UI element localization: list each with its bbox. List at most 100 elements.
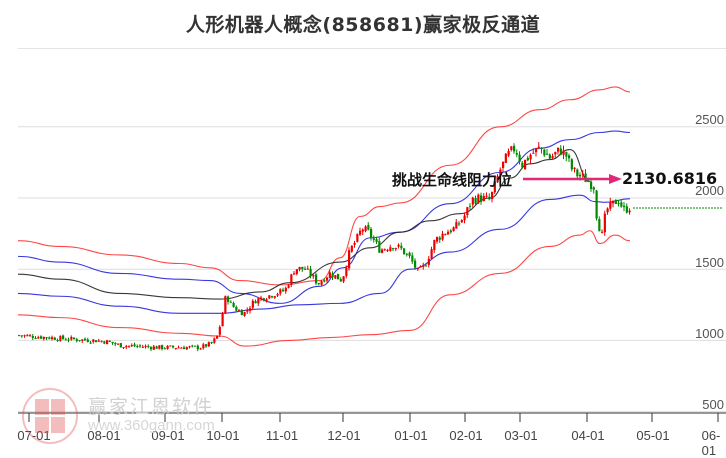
candle-up [430, 249, 433, 259]
candle-up [320, 281, 323, 285]
candle-up [174, 348, 177, 350]
y-tick-1500: 1500 [695, 255, 724, 270]
candle-down [67, 339, 70, 341]
y-tick-1000: 1000 [695, 326, 724, 341]
candle-up [628, 210, 631, 213]
x-tick-10-01: 10-01 [206, 428, 240, 443]
candle-down [31, 336, 34, 338]
candle-down [210, 342, 213, 344]
candle-down [262, 298, 265, 301]
candle-up [466, 207, 469, 216]
candle-up [348, 250, 351, 269]
x-tick-09-01: 09-01 [151, 428, 185, 443]
candle-up [554, 152, 557, 155]
candle-down [620, 202, 623, 207]
candle-up [441, 233, 444, 240]
candle-down [172, 345, 175, 348]
candle-up [298, 266, 301, 270]
candle-down [317, 283, 320, 285]
x-tick-07-01: 07-01 [17, 428, 51, 443]
candle-up [251, 300, 254, 308]
candle-up [389, 247, 392, 252]
candle-down [114, 342, 117, 345]
candle-up [581, 173, 584, 175]
candle-up [287, 285, 290, 288]
candle-down [526, 158, 529, 161]
candle-up [199, 348, 202, 350]
candle-up [260, 297, 263, 300]
candle-down [136, 345, 139, 347]
candle-down [370, 229, 373, 238]
resistance-level-value: 2130.6816 [622, 169, 718, 188]
candle-up [26, 335, 29, 337]
candle-down [62, 335, 65, 339]
x-tick-04-01: 04-01 [571, 428, 605, 443]
candle-down [425, 265, 428, 267]
candle-up [100, 341, 103, 343]
upper-inner-band-line [17, 130, 631, 304]
candle-up [364, 226, 367, 232]
candle-down [565, 151, 568, 157]
candle-up [328, 272, 331, 278]
candle-down [513, 145, 516, 152]
candle-down [515, 153, 518, 155]
candle-down [614, 199, 617, 204]
candle-down [543, 149, 546, 156]
candle-up [207, 342, 210, 347]
candle-up [436, 237, 439, 242]
candle-up [284, 287, 287, 292]
candle-up [221, 313, 224, 327]
candle-up [463, 215, 466, 221]
candle-up [433, 240, 436, 251]
candle-down [403, 248, 406, 255]
candle-down [375, 239, 378, 242]
candle-up [293, 273, 296, 275]
candle-up [37, 337, 40, 339]
candle-up [246, 309, 249, 312]
candle-up [216, 335, 219, 339]
candle-up [510, 146, 513, 150]
candle-up [117, 343, 120, 345]
candle-up [158, 345, 161, 349]
candle-up [312, 275, 315, 277]
candle-down [64, 339, 67, 341]
candle-up [257, 298, 260, 304]
x-tick-11-01: 11-01 [265, 428, 299, 443]
candle-up [397, 244, 400, 247]
candle-down [309, 268, 312, 277]
candle-up [295, 269, 298, 274]
candle-up [130, 345, 133, 347]
candle-down [108, 340, 111, 342]
candle-up [482, 196, 485, 201]
candle-up [460, 219, 463, 223]
x-tick-06-01: 06-01 [701, 428, 721, 458]
candle-up [361, 229, 364, 232]
candle-down [304, 268, 307, 270]
upper-outer-band-line [17, 86, 631, 286]
lower-inner-band-line [17, 194, 631, 314]
candle-up [249, 308, 252, 311]
candle-down [183, 347, 186, 350]
candle-down [617, 203, 620, 205]
candle-up [606, 208, 609, 213]
candle-down [95, 340, 98, 343]
candle-down [40, 336, 43, 339]
lower-outer-band-line [17, 230, 631, 347]
candle-up [268, 295, 271, 299]
candle-down [75, 339, 78, 341]
candle-up [51, 337, 54, 340]
candle-up [326, 277, 329, 281]
candle-up [350, 245, 353, 252]
candle-up [524, 159, 527, 169]
candle-down [458, 223, 461, 225]
candle-up [188, 346, 191, 348]
watermark-brand: 赢家江恩软件 [88, 396, 215, 418]
candle-up [202, 344, 205, 349]
candle-down [568, 155, 571, 159]
candle-down [111, 341, 114, 344]
candle-down [518, 154, 521, 162]
candle-down [488, 196, 491, 200]
candle-down [480, 195, 483, 202]
candle-down [590, 181, 593, 190]
candle-up [334, 275, 337, 279]
